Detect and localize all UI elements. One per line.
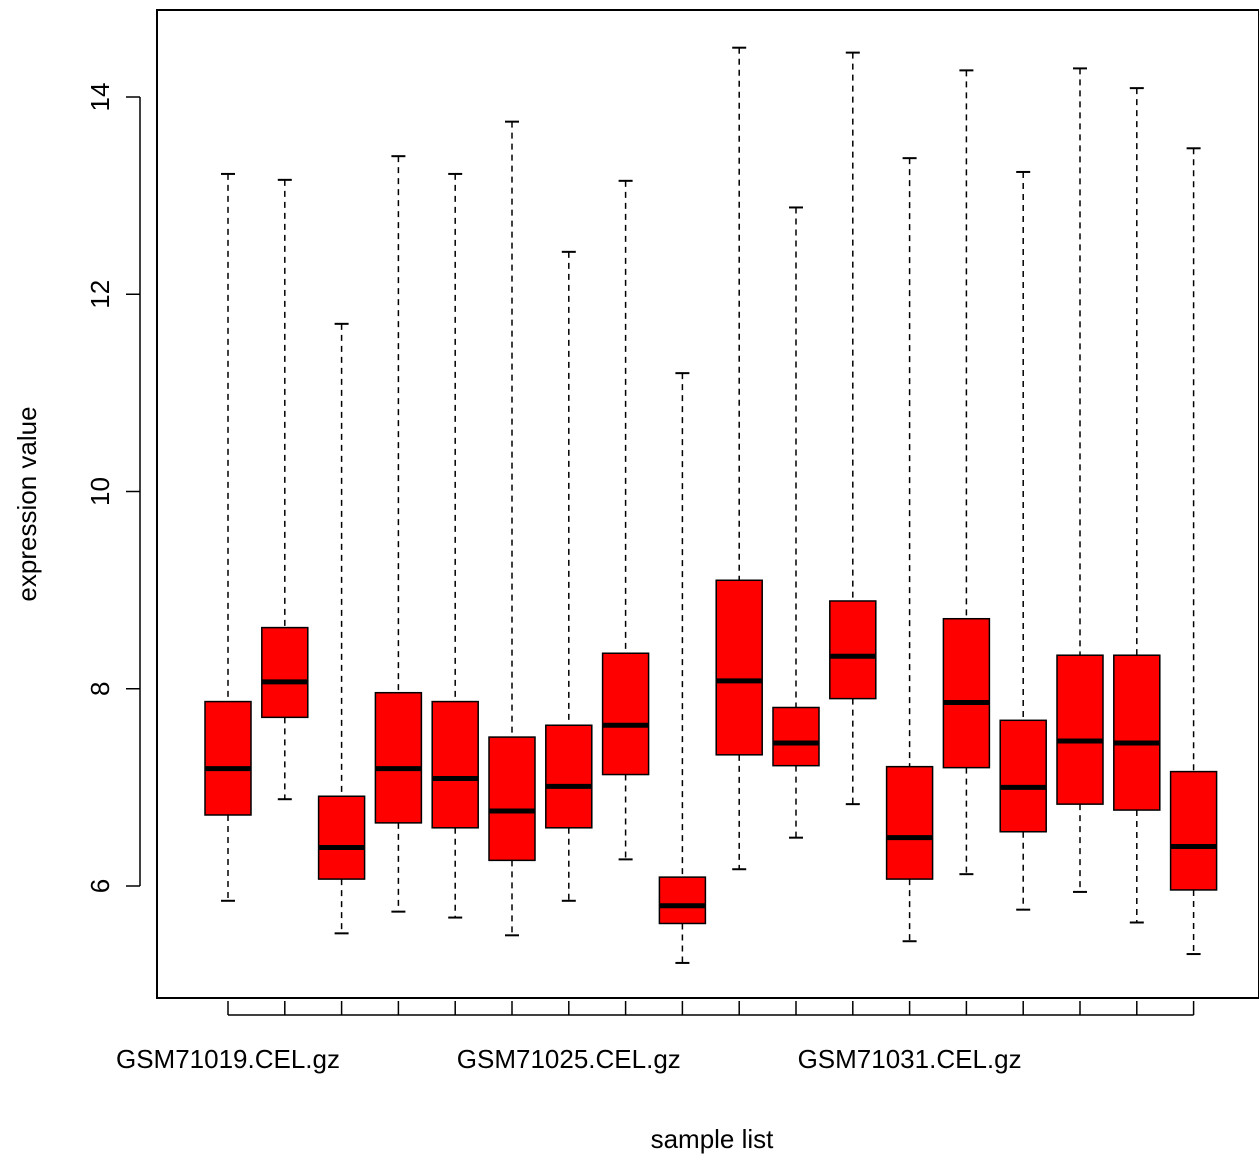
y-tick-label: 14 <box>85 83 115 112</box>
y-axis-title: expression value <box>12 406 42 601</box>
box-body <box>261 626 309 719</box>
box-4 <box>374 155 423 913</box>
y-tick-label: 8 <box>85 682 115 696</box>
box-18 <box>1169 147 1218 956</box>
box-14 <box>942 69 991 876</box>
x-tick-label: GSM71031.CEL.gz <box>798 1044 1022 1074</box>
box-1 <box>204 172 252 902</box>
box-3 <box>317 322 366 935</box>
box-7 <box>545 250 593 902</box>
x-axis: GSM71019.CEL.gz GSM71025.CEL.gz GSM71031.C… <box>116 1001 1195 1074</box>
box-11 <box>772 206 820 839</box>
box-body <box>942 617 991 769</box>
plot-frame <box>156 9 1259 999</box>
box-12 <box>829 51 877 806</box>
box-5 <box>431 172 479 919</box>
box-body <box>1056 654 1104 805</box>
box-body <box>317 795 366 880</box>
box-body <box>999 719 1047 833</box>
box-2 <box>261 178 309 801</box>
box-8 <box>601 179 650 861</box>
box-body <box>885 765 934 880</box>
box-body <box>488 736 536 862</box>
box-body <box>545 724 593 829</box>
x-tick-label: GSM71025.CEL.gz <box>457 1044 681 1074</box>
y-tick-label: 6 <box>85 879 115 893</box>
y-axis: 6 8 10 12 14 <box>85 83 141 893</box>
box-10 <box>715 46 763 871</box>
x-tick-label: GSM71019.CEL.gz <box>116 1044 340 1074</box>
box-body <box>658 876 707 925</box>
box-body <box>715 579 763 756</box>
box-body <box>829 600 877 700</box>
box-13 <box>885 157 934 943</box>
box-body <box>204 700 252 816</box>
box-body <box>601 652 650 776</box>
box-body <box>431 700 479 829</box>
box-body <box>374 691 423 824</box>
boxes-layer <box>204 46 1218 964</box>
box-body <box>772 706 820 767</box>
box-body <box>1113 654 1161 811</box>
y-tick-label: 10 <box>85 477 115 506</box>
box-6 <box>488 120 536 937</box>
x-axis-title: sample list <box>651 1124 775 1154</box>
box-body <box>1169 770 1218 891</box>
box-17 <box>1113 87 1161 924</box>
y-tick-label: 12 <box>85 280 115 309</box>
box-9 <box>658 372 707 964</box>
box-16 <box>1056 67 1104 893</box>
box-15 <box>999 170 1047 911</box>
